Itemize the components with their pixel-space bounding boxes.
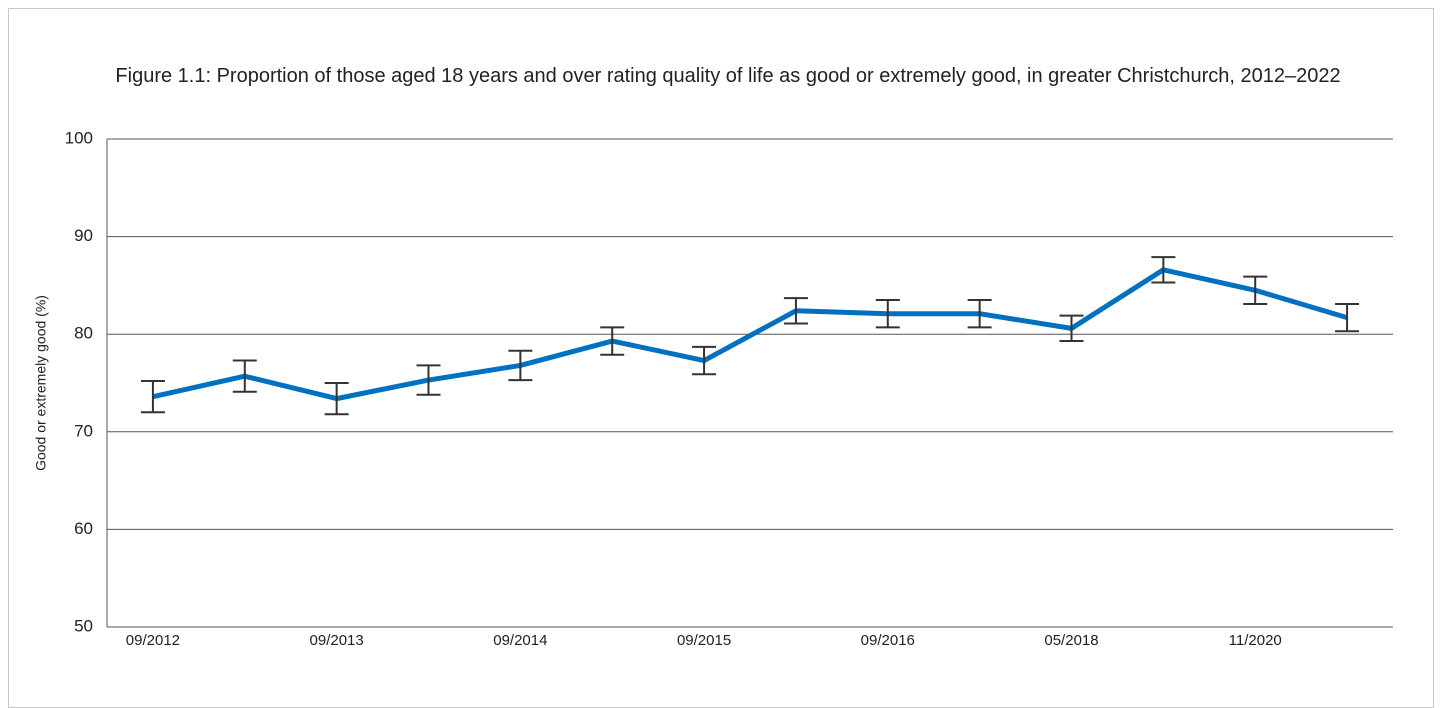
x-tick-label: 05/2018 <box>1044 632 1098 649</box>
y-tick-label: 80 <box>74 324 93 343</box>
x-tick-label: 11/2020 <box>1229 632 1282 649</box>
error-bar <box>1243 275 1268 305</box>
x-tick-label: 09/2013 <box>310 632 364 649</box>
y-axis-label: Good or extremely good (%) <box>33 295 49 471</box>
y-tick-label: 50 <box>74 616 93 635</box>
error-bar <box>232 359 257 393</box>
chart: Good or extremely good (%) 50 60 70 80 90 100… <box>33 128 1393 649</box>
y-tick-label: 90 <box>74 226 93 245</box>
data-line <box>152 267 1348 402</box>
x-tick-label: 09/2012 <box>126 632 180 649</box>
error-bar <box>508 349 533 382</box>
error-bar <box>692 345 717 376</box>
chart-title: Figure 1.1: Proportion of those aged 18 … <box>115 65 1341 87</box>
error-bar <box>1151 256 1176 284</box>
error-bar <box>1059 314 1084 343</box>
error-bar <box>600 326 625 356</box>
error-bar <box>967 299 992 329</box>
error-bar <box>324 382 349 416</box>
error-bar <box>140 380 165 414</box>
error-bar <box>416 364 441 396</box>
error-bar <box>1335 302 1360 333</box>
x-tick-label: 09/2015 <box>677 632 731 649</box>
y-tick-label: 60 <box>74 519 93 538</box>
y-tick-label: 100 <box>65 128 93 147</box>
y-tick-label: 70 <box>74 421 93 440</box>
page: {"chart_data": {"type": "line", "title":… <box>8 8 1434 708</box>
x-tick-label: 09/2016 <box>861 632 915 649</box>
error-bar <box>875 299 900 329</box>
x-tick-label: 09/2014 <box>493 632 547 649</box>
error-bar <box>783 297 808 325</box>
